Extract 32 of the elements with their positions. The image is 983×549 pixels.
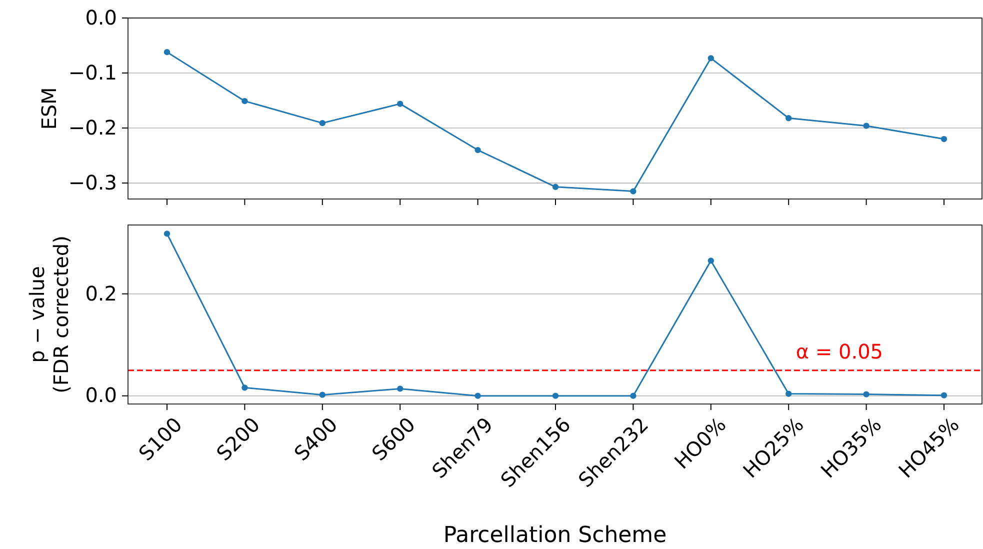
point [552, 184, 559, 190]
point [708, 258, 714, 264]
point [940, 392, 948, 398]
point [786, 115, 792, 122]
point [397, 386, 404, 392]
point [552, 392, 559, 399]
y-tick-label: −0.3 [68, 170, 117, 194]
y-tick-label: 0.0 [85, 5, 117, 30]
y-axis-title: ESM [37, 87, 61, 130]
point [242, 384, 248, 391]
y-tick-label: −0.2 [68, 115, 117, 140]
point [863, 122, 870, 129]
point [164, 230, 170, 237]
point [630, 188, 636, 194]
point [630, 392, 636, 399]
y-axis-title: p − value (FDR corrected) [25, 236, 73, 394]
y-tick-label: 0.2 [85, 281, 117, 306]
point [474, 146, 481, 154]
point [397, 100, 404, 107]
point [474, 392, 481, 399]
point [786, 390, 792, 397]
point [863, 391, 870, 398]
point [940, 136, 948, 142]
x-axis-title: Parcellation Scheme [443, 523, 667, 548]
y-tick-label: −0.1 [68, 60, 117, 84]
point [319, 120, 326, 126]
point [319, 392, 326, 398]
point [164, 49, 170, 56]
point [708, 55, 714, 62]
point [242, 98, 248, 104]
y-tick-label: 0.0 [85, 383, 117, 408]
ref-line-label: α = 0.05 [796, 339, 884, 364]
